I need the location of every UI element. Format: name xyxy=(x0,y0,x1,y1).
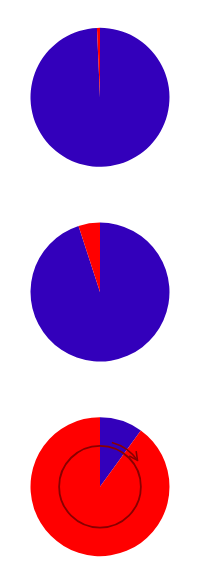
chart-root xyxy=(0,0,200,584)
pie xyxy=(31,417,170,556)
pie-slice xyxy=(31,223,170,362)
pie-slice xyxy=(30,28,169,167)
pie xyxy=(30,28,169,167)
pie-slice xyxy=(31,417,170,556)
pie-slice xyxy=(97,28,100,97)
pie-slice xyxy=(79,223,100,292)
pie xyxy=(31,223,170,362)
rotation-circle xyxy=(59,446,141,528)
rotation-arrow xyxy=(112,442,138,460)
